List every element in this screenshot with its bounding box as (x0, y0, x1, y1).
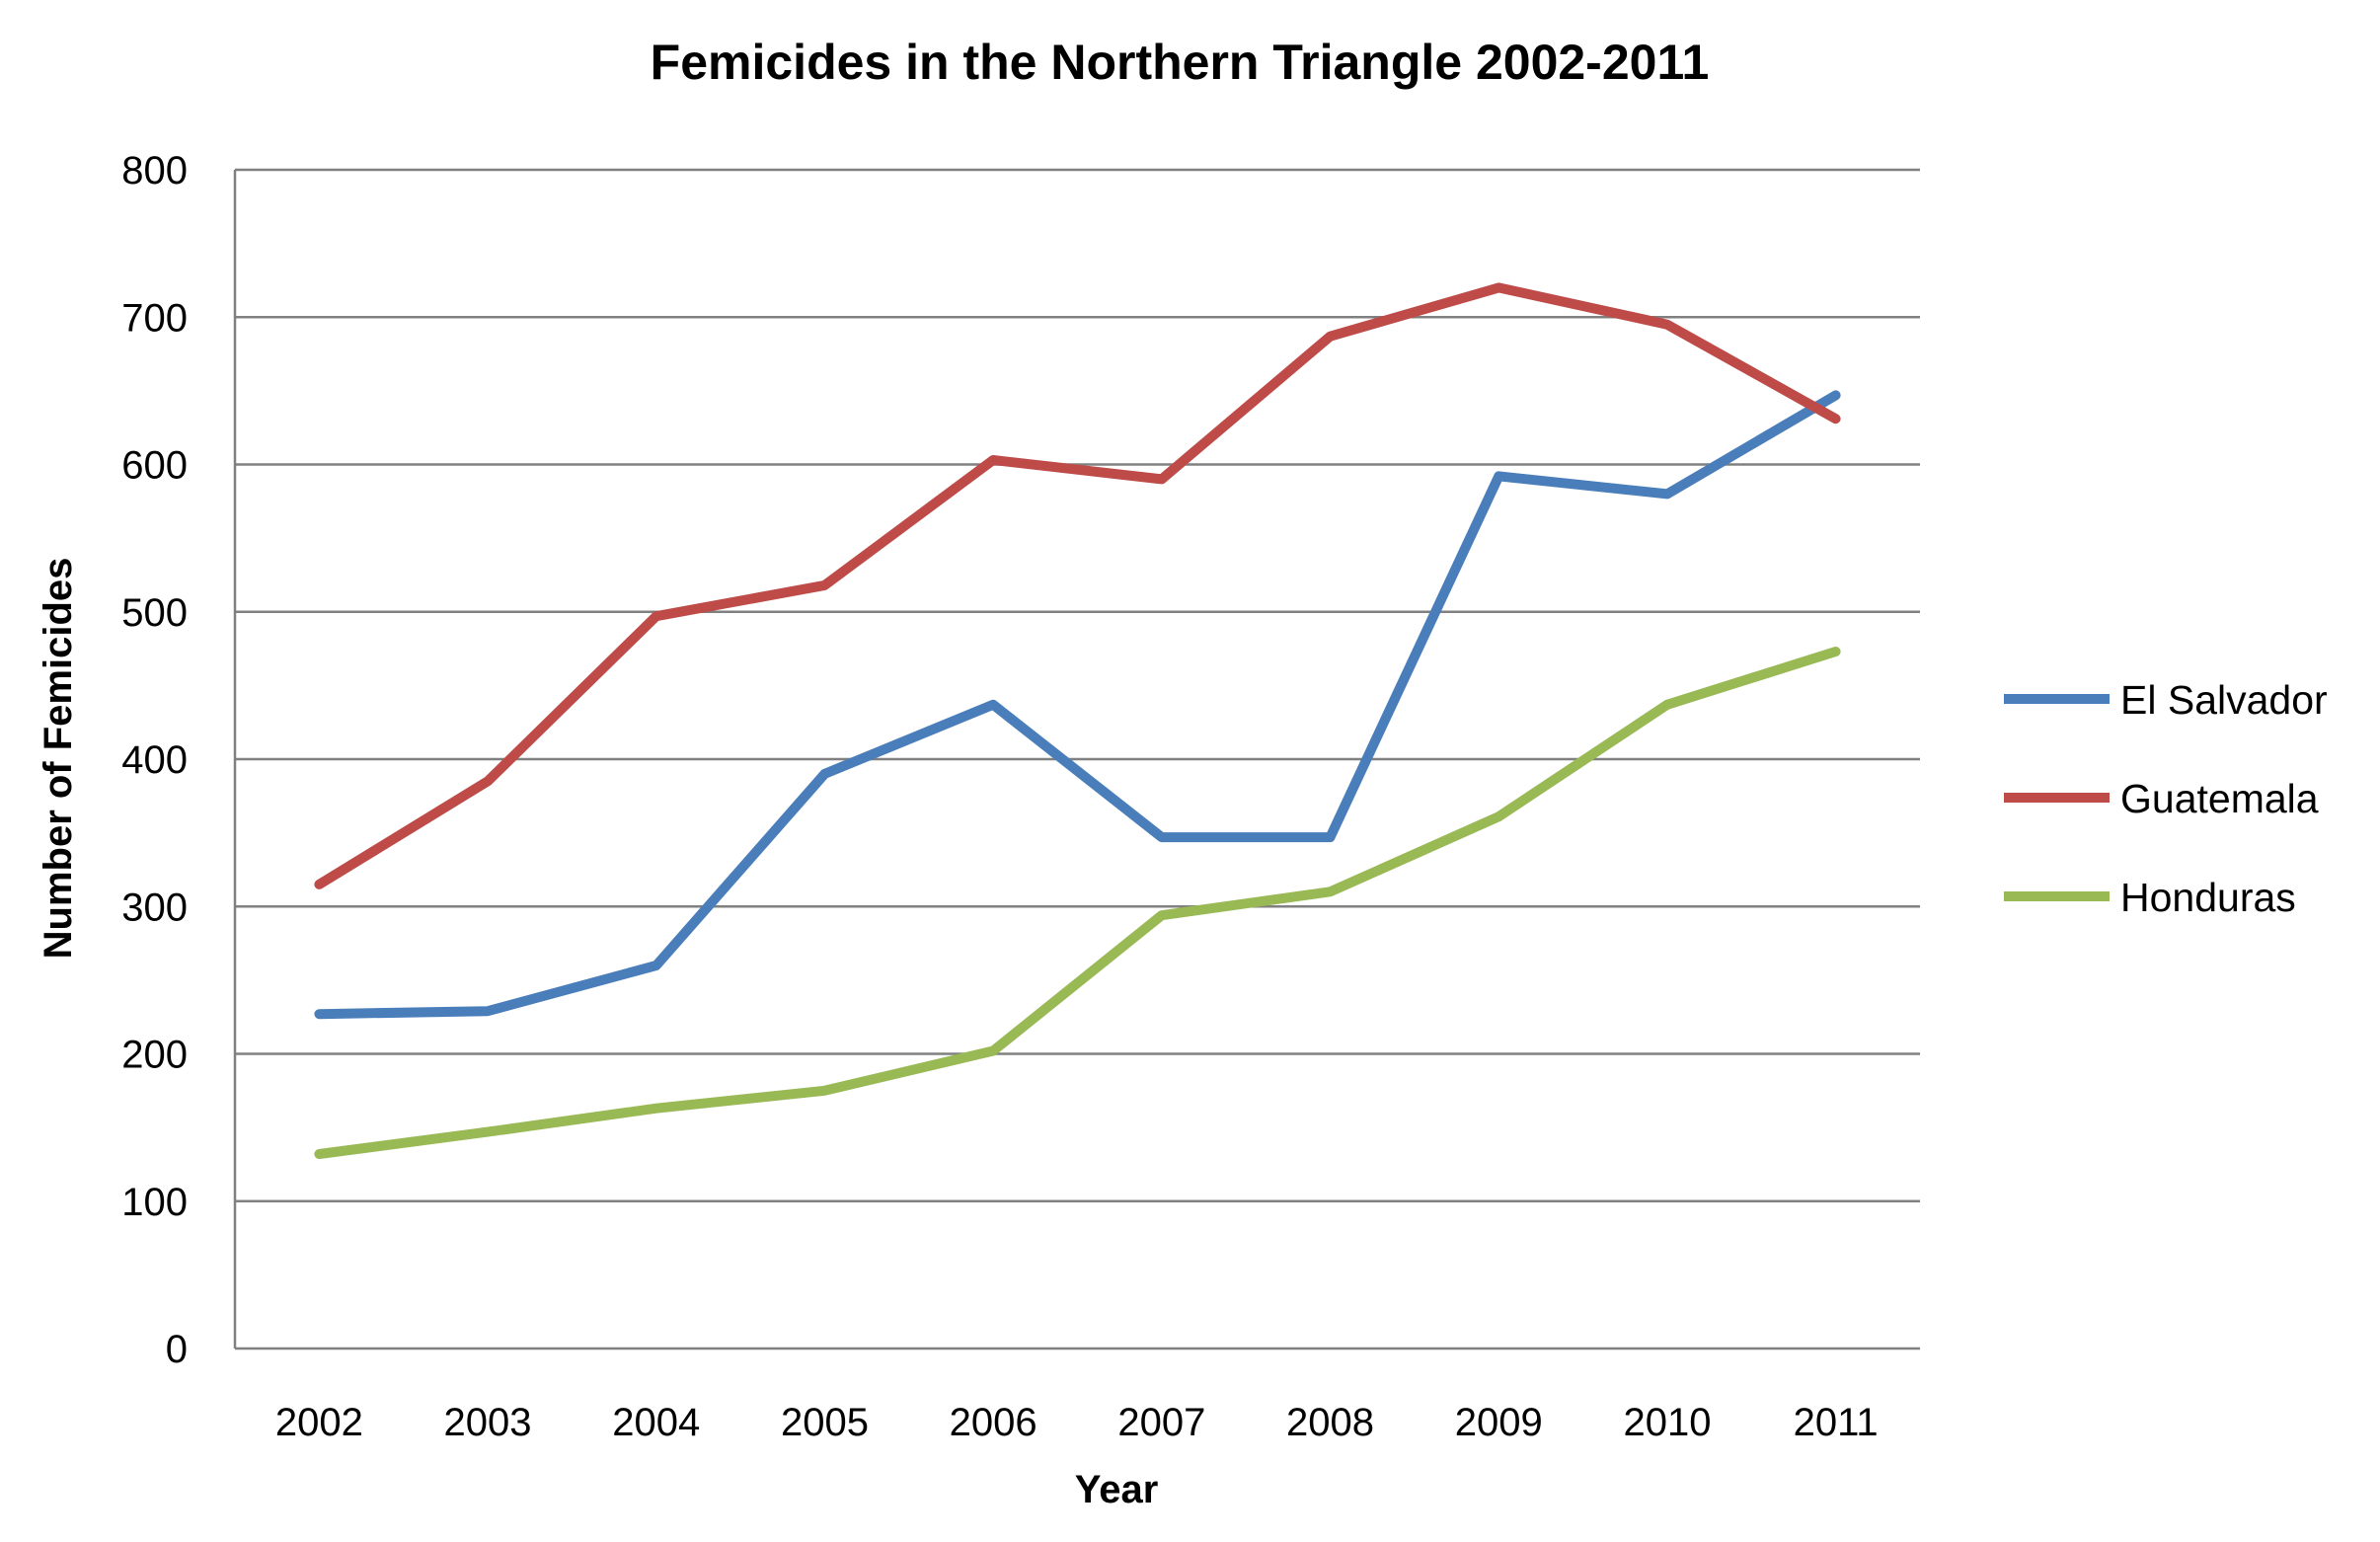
x-axis-title: Year (1075, 1468, 1159, 1511)
x-tick-label-2004: 2004 (612, 1401, 700, 1444)
series-line-guatemala (314, 282, 1841, 889)
legend: El Salvador Guatemala Honduras (2004, 677, 2328, 920)
y-tick-label-700: 700 (121, 296, 188, 340)
y-tick-label-600: 600 (121, 444, 188, 488)
y-tick-label-200: 200 (121, 1034, 188, 1077)
x-tick-label-2008: 2008 (1286, 1401, 1374, 1444)
legend-entry-el-salvador: El Salvador (2004, 677, 2328, 723)
legend-entry-honduras: Honduras (2004, 875, 2296, 920)
x-tick-label-2010: 2010 (1623, 1401, 1711, 1444)
x-tick-label-2009: 2009 (1455, 1401, 1543, 1444)
y-axis-title: Number of Femicides (37, 558, 80, 960)
legend-label-honduras: Honduras (2120, 875, 2296, 920)
series-line-el-salvador (314, 390, 1841, 1020)
x-tick-label-2006: 2006 (950, 1401, 1037, 1444)
y-tick-label-0: 0 (166, 1328, 188, 1371)
x-tick-label-2011: 2011 (1794, 1401, 1879, 1444)
y-tick-label-500: 500 (121, 591, 188, 635)
y-tick-label-300: 300 (121, 886, 188, 929)
y-tick-label-100: 100 (121, 1181, 188, 1224)
chart-title: Femicides in the Northern Triangle 2002-… (651, 35, 1710, 90)
x-tick-label-2002: 2002 (275, 1401, 363, 1444)
series-lines (314, 282, 1841, 1159)
x-tick-label-2005: 2005 (781, 1401, 869, 1444)
series-line-honduras (314, 647, 1841, 1159)
axes (233, 170, 1920, 1350)
y-tick-label-400: 400 (121, 738, 188, 782)
x-tick-label-2007: 2007 (1117, 1401, 1205, 1444)
legend-label-el-salvador: El Salvador (2120, 677, 2328, 723)
y-axis-tick-labels: 0 100 200 300 400 500 600 700 800 (121, 149, 188, 1371)
x-tick-label-2003: 2003 (444, 1401, 532, 1444)
y-tick-label-800: 800 (121, 149, 188, 193)
legend-label-guatemala: Guatemala (2120, 776, 2319, 821)
x-axis-tick-labels: 2002 2003 2004 2005 2006 2007 2008 2009 2010 2011 (275, 1401, 1879, 1444)
legend-entry-guatemala: Guatemala (2004, 776, 2319, 821)
